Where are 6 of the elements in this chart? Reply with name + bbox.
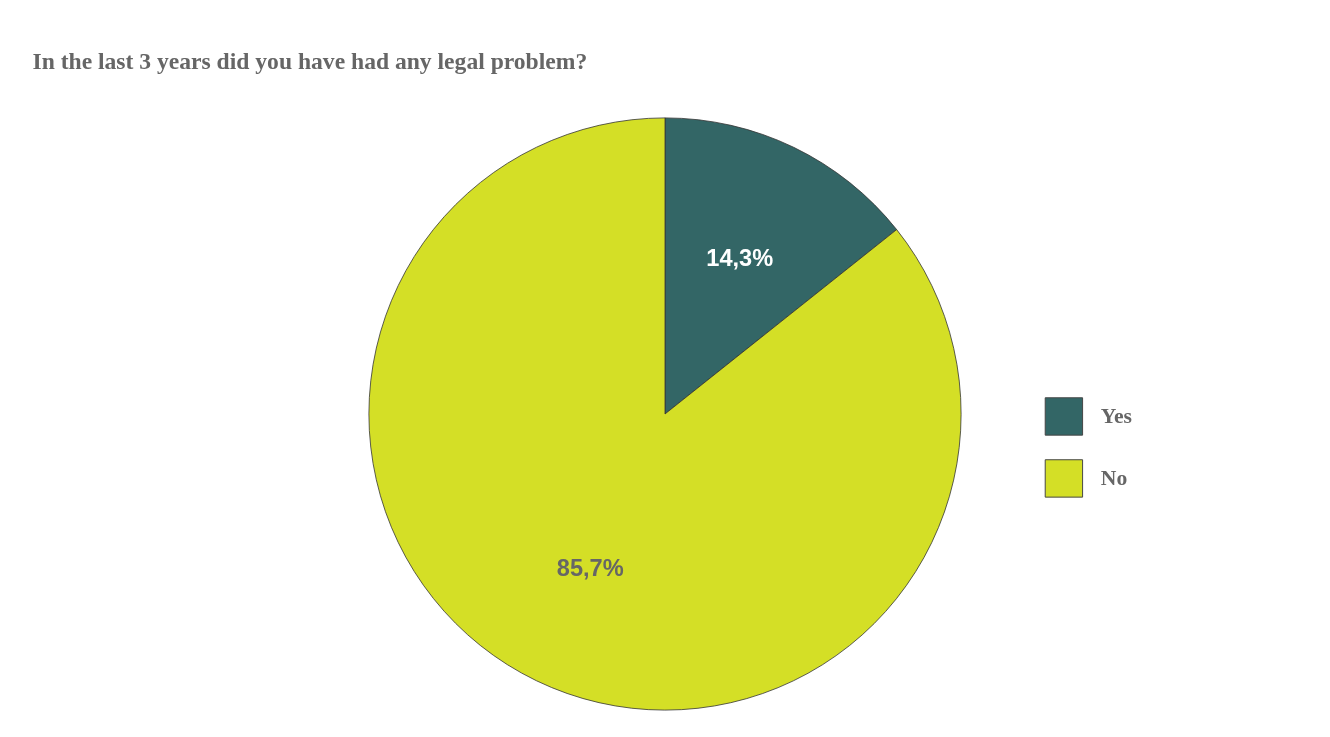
chart-title: In the last 3 years did you have had any legal problem? xyxy=(32,47,588,74)
legend-label: No xyxy=(1100,466,1128,491)
legend-label: Yes xyxy=(1100,404,1133,429)
data-label: 85,7% xyxy=(556,554,624,581)
pie-slice xyxy=(368,117,962,710)
data-label: 14,3% xyxy=(706,244,774,271)
